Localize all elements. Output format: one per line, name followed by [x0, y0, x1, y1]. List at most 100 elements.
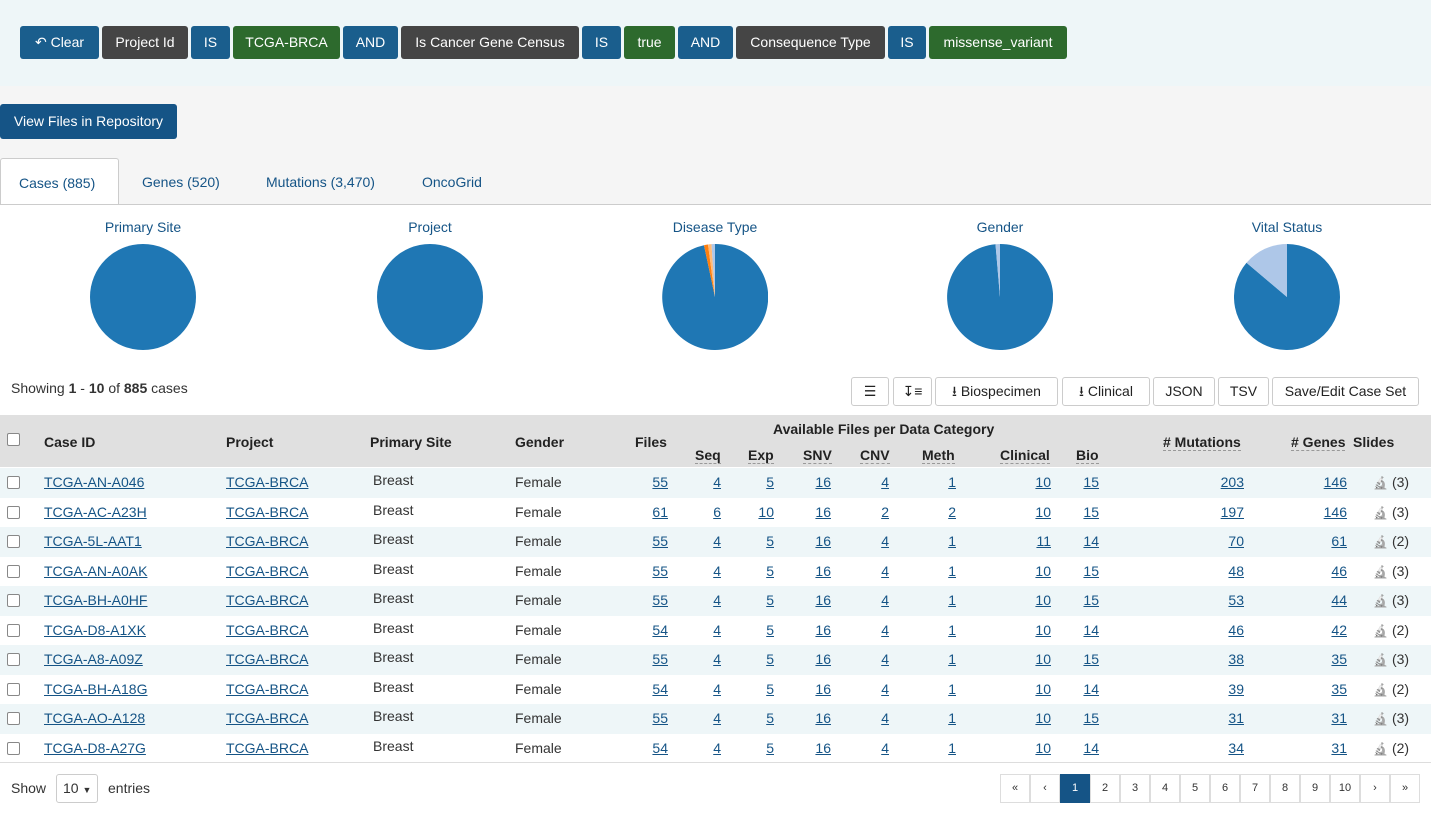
pie-slice[interactable]	[1234, 244, 1340, 350]
mut-count-link[interactable]: 38	[1228, 651, 1244, 667]
snv-count-link[interactable]: 16	[815, 562, 831, 579]
genes-count-link[interactable]: 46	[1331, 562, 1347, 579]
slides-cell[interactable]: 🔬 (3)	[1373, 645, 1409, 675]
row-checkbox[interactable]	[7, 741, 20, 755]
slides-cell[interactable]: 🔬 (3)	[1373, 586, 1409, 616]
save-edit-case-set-button[interactable]: Save/Edit Case Set	[1272, 377, 1419, 406]
microscope-icon[interactable]: 🔬	[1373, 476, 1388, 490]
exp-count-link[interactable]: 5	[766, 621, 774, 638]
snv-count-link[interactable]: 16	[815, 592, 831, 608]
bio-count-link[interactable]: 15	[1083, 592, 1099, 608]
seq-count-link[interactable]: 4	[713, 739, 721, 756]
header-primary-site[interactable]: Primary Site	[370, 434, 452, 450]
files-count-link[interactable]: 55	[652, 474, 668, 490]
pagination-page-button[interactable]: 8	[1270, 774, 1300, 803]
pagination-nav-button[interactable]: ›	[1360, 774, 1390, 803]
files-count-link[interactable]: 54	[652, 680, 668, 697]
row-checkbox[interactable]	[7, 594, 20, 607]
meth-count-link[interactable]: 2	[948, 503, 956, 520]
microscope-icon[interactable]: 🔬	[1373, 682, 1388, 697]
pie-chart[interactable]	[90, 244, 196, 350]
cnv-count-link[interactable]: 4	[881, 474, 889, 490]
pagination-nav-button[interactable]: »	[1390, 774, 1420, 803]
pie-slice[interactable]	[377, 244, 483, 350]
pagination-page-button[interactable]: 6	[1210, 774, 1240, 803]
genes-count-link[interactable]: 146	[1323, 474, 1347, 490]
pagination-page-button[interactable]: 3	[1120, 774, 1150, 803]
exp-count-link[interactable]: 5	[766, 562, 774, 579]
pie-disease-type[interactable]: Disease Type	[615, 219, 815, 350]
pie-slice[interactable]	[711, 244, 716, 297]
mut-count-link[interactable]: 70	[1228, 533, 1244, 549]
clinical-count-link[interactable]: 10	[1035, 739, 1051, 756]
cnv-count-link[interactable]: 4	[881, 739, 889, 756]
exp-count-link[interactable]: 5	[766, 680, 774, 697]
pie-chart[interactable]	[947, 244, 1053, 350]
case-id-link[interactable]: TCGA-AN-A0AK	[44, 562, 148, 579]
header-mutations[interactable]: # Mutations	[1163, 434, 1241, 451]
project-link[interactable]: TCGA-BRCA	[226, 680, 309, 697]
seq-count-link[interactable]: 4	[713, 533, 721, 549]
filter-chip-val[interactable]: true	[624, 26, 675, 59]
pagination-page-button[interactable]: 1	[1060, 774, 1090, 803]
genes-count-link[interactable]: 146	[1323, 503, 1347, 520]
project-link[interactable]: TCGA-BRCA	[226, 592, 309, 608]
pagination-page-button[interactable]: 5	[1180, 774, 1210, 803]
meth-count-link[interactable]: 1	[948, 474, 956, 490]
exp-count-link[interactable]: 5	[766, 710, 774, 726]
row-checkbox[interactable]	[7, 535, 20, 548]
header-meth[interactable]: Meth	[922, 447, 955, 464]
bio-count-link[interactable]: 15	[1083, 651, 1099, 667]
header-bio[interactable]: Bio	[1076, 447, 1099, 464]
row-checkbox[interactable]	[7, 505, 20, 519]
clinical-count-link[interactable]: 11	[1036, 533, 1051, 549]
cnv-count-link[interactable]: 4	[881, 680, 889, 697]
exp-count-link[interactable]: 5	[766, 474, 774, 490]
clinical-count-link[interactable]: 10	[1035, 621, 1051, 638]
exp-count-link[interactable]: 10	[758, 503, 774, 520]
cnv-count-link[interactable]: 4	[881, 651, 889, 667]
header-case-id[interactable]: Case ID	[44, 434, 96, 450]
slides-cell[interactable]: 🔬 (3)	[1373, 468, 1409, 498]
mut-count-link[interactable]: 31	[1228, 710, 1244, 726]
project-link[interactable]: TCGA-BRCA	[226, 533, 309, 549]
pie-slice[interactable]	[662, 244, 768, 350]
files-count-link[interactable]: 54	[652, 739, 668, 756]
files-count-link[interactable]: 55	[652, 533, 668, 549]
header-seq[interactable]: Seq	[695, 447, 721, 464]
case-id-link[interactable]: TCGA-AO-A128	[44, 710, 146, 726]
genes-count-link[interactable]: 31	[1331, 710, 1347, 726]
tab-oncogrid[interactable]: OncoGrid	[422, 174, 482, 190]
microscope-icon[interactable]: 🔬	[1373, 623, 1388, 638]
project-link[interactable]: TCGA-BRCA	[226, 651, 309, 667]
pie-gender[interactable]: Gender	[900, 219, 1100, 350]
case-id-link[interactable]: TCGA-A8-A09Z	[44, 651, 143, 667]
meth-count-link[interactable]: 1	[948, 710, 956, 726]
bio-count-link[interactable]: 15	[1083, 562, 1099, 579]
cnv-count-link[interactable]: 2	[881, 503, 889, 520]
header-clinical[interactable]: Clinical	[1000, 447, 1050, 464]
project-link[interactable]: TCGA-BRCA	[226, 562, 309, 579]
slides-cell[interactable]: 🔬 (2)	[1373, 616, 1409, 646]
files-count-link[interactable]: 61	[652, 503, 668, 520]
filter-chip-val[interactable]: missense_variant	[929, 26, 1067, 59]
case-id-link[interactable]: TCGA-AN-A046	[44, 474, 145, 490]
pagination-page-button[interactable]: 2	[1090, 774, 1120, 803]
bio-count-link[interactable]: 15	[1083, 710, 1099, 726]
project-link[interactable]: TCGA-BRCA	[226, 710, 309, 726]
pie-slice[interactable]	[1246, 244, 1288, 297]
bio-count-link[interactable]: 14	[1083, 621, 1099, 638]
seq-count-link[interactable]: 4	[713, 651, 721, 667]
filter-chip-op[interactable]: IS	[582, 26, 621, 59]
microscope-icon[interactable]: 🔬	[1373, 505, 1388, 520]
pie-primary-site[interactable]: Primary Site	[43, 219, 243, 350]
genes-count-link[interactable]: 35	[1331, 680, 1347, 697]
entries-per-page-select[interactable]: 10 ▼	[56, 774, 98, 803]
genes-count-link[interactable]: 44	[1331, 592, 1347, 608]
row-checkbox[interactable]	[7, 623, 20, 637]
meth-count-link[interactable]: 1	[948, 562, 956, 579]
seq-count-link[interactable]: 4	[713, 680, 721, 697]
microscope-icon[interactable]: 🔬	[1373, 741, 1388, 756]
files-count-link[interactable]: 55	[652, 651, 668, 667]
microscope-icon[interactable]: 🔬	[1373, 564, 1388, 579]
